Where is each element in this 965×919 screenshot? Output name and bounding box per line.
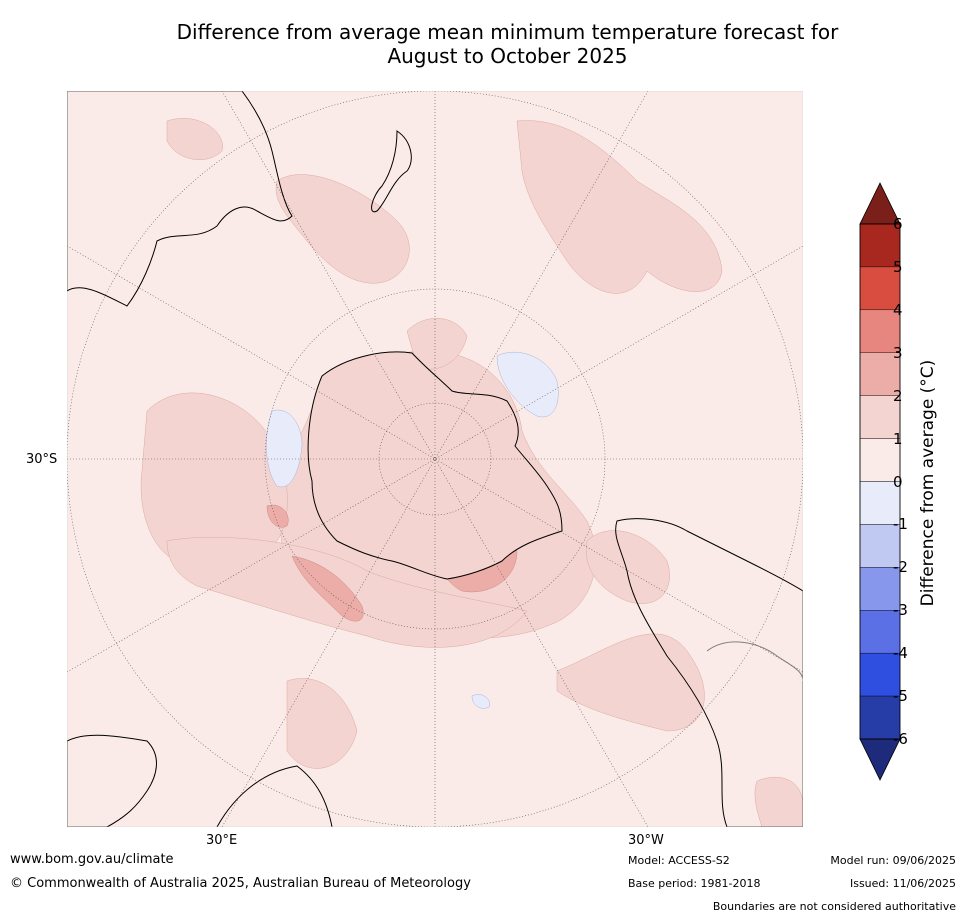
colorbar-band [859, 352, 901, 396]
footer-url: www.bom.gov.au/climate [10, 852, 174, 867]
colorbar-tick-label: -4 [893, 644, 908, 663]
colorbar-tick-label: 5 [893, 257, 903, 276]
footer-base-period: Base period: 1981-2018 [628, 877, 761, 890]
title-line-2: August to October 2025 [387, 44, 628, 68]
map-title: Difference from average mean minimum tem… [70, 20, 945, 68]
footer-model: Model: ACCESS-S2 [628, 854, 730, 867]
colorbar [859, 182, 901, 781]
footer-disclaimer: Boundaries are not considered authoritat… [712, 900, 956, 913]
graticule [67, 91, 803, 827]
colorbar-tick-label: -5 [893, 687, 908, 706]
footer-issued: Issued: 11/06/2025 [849, 877, 956, 890]
colorbar-tick-label: 1 [893, 429, 903, 448]
colorbar-tick-label: 6 [893, 215, 903, 233]
colorbar-band [859, 524, 901, 568]
colorbar-label: Difference from average (°C) [918, 359, 938, 607]
lat-label-30s: 30°S [26, 452, 58, 467]
colorbar-tick-label: -3 [893, 601, 908, 620]
colorbar-tick-label: 3 [893, 343, 903, 362]
antarctica-outline [307, 351, 563, 580]
colorbar-tick-label: 4 [893, 300, 903, 319]
colorbar-frame [859, 223, 901, 740]
colorbar-band [859, 481, 901, 525]
colorbar-tick-label: -2 [893, 558, 908, 577]
colorbar-band [859, 395, 901, 439]
footer-model-run: Model run: 09/06/2025 [830, 854, 956, 867]
colorbar-bands [859, 223, 901, 740]
south-america-outline [615, 518, 803, 827]
lon-label-30e: 30°E [206, 833, 238, 848]
colorbar-band [859, 438, 901, 482]
anomaly-negative-regions [266, 351, 559, 709]
footer-copyright: © Commonwealth of Australia 2025, Austra… [10, 876, 471, 891]
new-zealand-outline [371, 130, 412, 213]
africa-outline [67, 734, 157, 827]
map-panel [67, 91, 803, 827]
madagascar-outline [216, 765, 333, 827]
title-line-1: Difference from average mean minimum tem… [176, 20, 839, 44]
colorbar-band [859, 610, 901, 654]
colorbar-tick-label: -1 [893, 515, 908, 534]
colorbar-tick-label: 2 [893, 386, 903, 405]
colorbar-band [859, 695, 901, 740]
colorbar-tick-label: 0 [893, 472, 903, 491]
map-svg [67, 91, 803, 827]
australia-outline [67, 91, 293, 307]
country-boundary [706, 641, 803, 682]
lon-label-30w: 30°W [628, 833, 664, 848]
colorbar-band [859, 266, 901, 311]
colorbar-tick-label: -6 [893, 730, 908, 748]
